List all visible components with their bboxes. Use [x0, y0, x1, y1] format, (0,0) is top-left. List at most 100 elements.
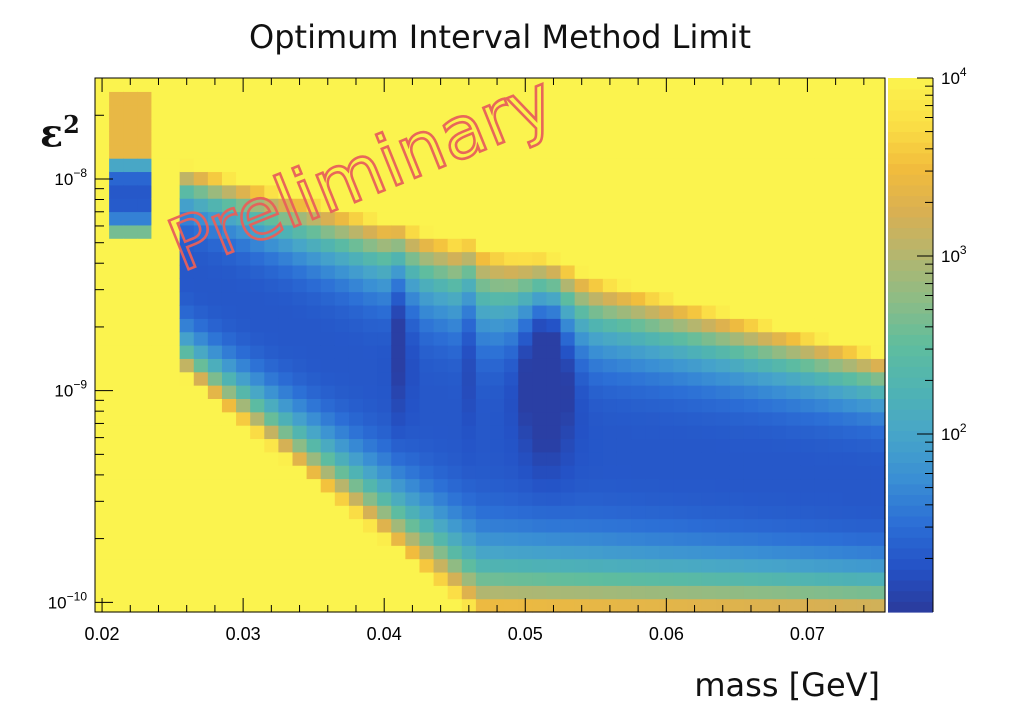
heatmap-cell [800, 238, 816, 253]
heatmap-cell [504, 104, 519, 119]
heatmap-cell [236, 251, 251, 266]
heatmap-cell [574, 291, 590, 306]
heatmap-cell [715, 131, 731, 146]
heatmap-cell [447, 251, 463, 266]
heatmap-cell [786, 558, 801, 573]
heatmap-cell [193, 131, 209, 146]
z-tick-label: 104 [941, 65, 967, 88]
heatmap-cell [193, 238, 209, 253]
heatmap-cell [729, 385, 745, 399]
heatmap-cell [221, 545, 237, 560]
heatmap-cell [546, 371, 562, 386]
heatmap-cell [405, 264, 421, 279]
heatmap-cell [560, 278, 576, 293]
heatmap-cell [814, 478, 830, 493]
heatmap-cell [236, 291, 251, 306]
heatmap-cell [348, 104, 364, 119]
heatmap-cell [109, 198, 124, 213]
heatmap-cell [786, 491, 801, 506]
heatmap-cell [306, 371, 322, 386]
heatmap-cell [588, 438, 604, 453]
heatmap-cell [179, 118, 195, 132]
heatmap-cell [377, 411, 392, 426]
heatmap-cell [165, 451, 181, 466]
heatmap-cell [433, 224, 449, 239]
heatmap-cell [729, 571, 745, 586]
heatmap-cell [250, 78, 265, 92]
heatmap-cell [419, 598, 435, 613]
heatmap-cell [758, 585, 773, 600]
heatmap-cell [772, 91, 787, 106]
heatmap-cell [631, 571, 646, 586]
heatmap-cell [814, 144, 830, 159]
heatmap-cell [772, 438, 787, 453]
chart-title: Optimum Interval Method Limit [249, 18, 751, 56]
heatmap-cell [687, 144, 703, 159]
heatmap-cell [221, 118, 237, 132]
heatmap-cell [179, 478, 195, 493]
heatmap-cell [320, 531, 336, 546]
heatmap-cell [758, 411, 773, 426]
heatmap-cell [546, 558, 562, 573]
heatmap-cell [588, 371, 604, 386]
heatmap-cell [264, 238, 279, 253]
heatmap-cell [828, 345, 844, 359]
heatmap-cell [870, 78, 886, 92]
heatmap-cell [123, 198, 138, 213]
heatmap-cell [800, 571, 816, 586]
heatmap-cell [588, 318, 604, 333]
heatmap-cell [504, 465, 519, 480]
heatmap-cell [870, 118, 886, 132]
heatmap-cell [701, 411, 717, 426]
heatmap-cell [842, 198, 858, 213]
heatmap-cell [800, 144, 816, 159]
heatmap-cell [715, 491, 731, 506]
heatmap-cell [870, 144, 886, 159]
heatmap-cell [137, 425, 153, 440]
heatmap-cell [264, 104, 279, 119]
heatmap-cell [193, 358, 209, 373]
heatmap-cell [207, 304, 223, 319]
heatmap-cell [236, 91, 251, 106]
heatmap-cell [518, 211, 533, 226]
heatmap-cell [363, 531, 378, 546]
heatmap-cell [574, 545, 590, 560]
heatmap-cell [461, 465, 477, 480]
heatmap-cell [772, 118, 787, 132]
heatmap-cell [207, 531, 223, 546]
heatmap-cell [532, 184, 548, 199]
heatmap-cell [758, 558, 773, 573]
heatmap-cell [137, 158, 153, 173]
heatmap-cell [433, 118, 449, 132]
heatmap-cell [828, 251, 844, 266]
heatmap-cell [518, 291, 533, 306]
heatmap-cell [701, 518, 717, 533]
heatmap-cell [743, 425, 759, 440]
heatmap-cell [814, 371, 830, 386]
heatmap-cell [701, 238, 717, 253]
heatmap-cell [193, 304, 209, 319]
heatmap-cell [856, 131, 872, 146]
heatmap-cell [250, 331, 265, 346]
heatmap-cell [631, 211, 646, 226]
heatmap-cell [588, 385, 604, 399]
heatmap-cell [320, 545, 336, 560]
heatmap-cell [292, 398, 308, 413]
heatmap-cell [405, 571, 421, 586]
heatmap-cell [320, 451, 336, 466]
heatmap-cell [546, 585, 562, 600]
heatmap-cell [560, 451, 576, 466]
heatmap-cell [532, 451, 548, 466]
heatmap-cell [518, 411, 533, 426]
heatmap-cell [475, 264, 491, 279]
heatmap-cell [772, 171, 787, 186]
heatmap-cell [729, 531, 745, 546]
heatmap-cell [673, 505, 689, 520]
heatmap-cell [814, 558, 830, 573]
heatmap-cell [856, 118, 872, 132]
heatmap-cell [701, 585, 717, 600]
heatmap-cell [645, 465, 660, 480]
heatmap-cell [743, 158, 759, 173]
heatmap-cell [743, 478, 759, 493]
heatmap-cell [207, 358, 223, 373]
